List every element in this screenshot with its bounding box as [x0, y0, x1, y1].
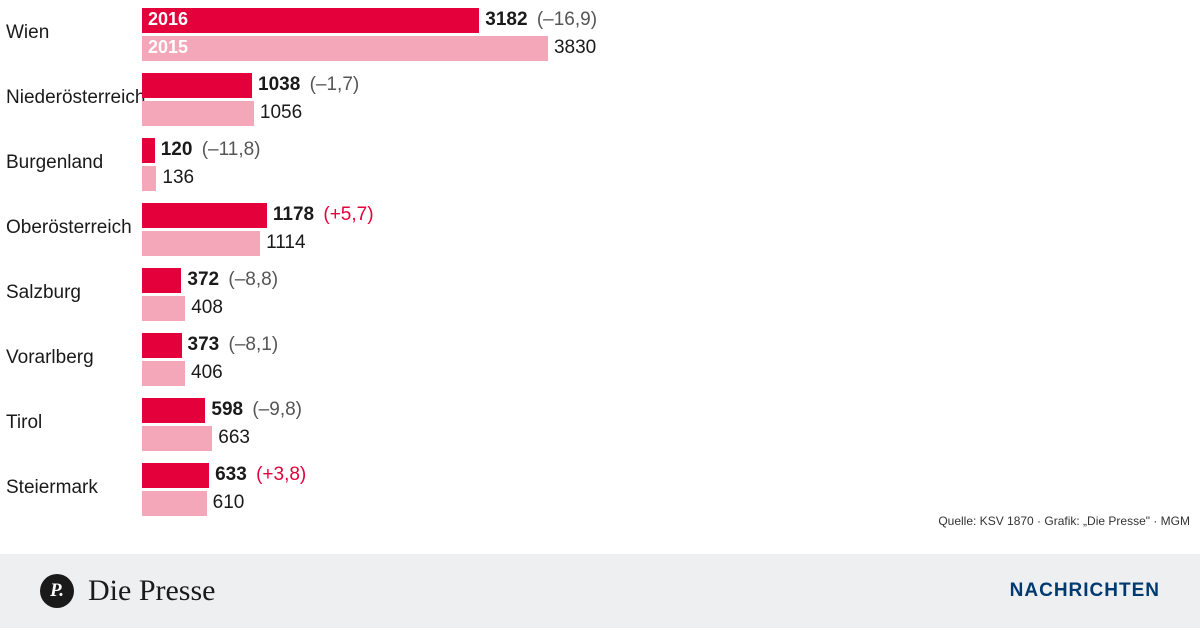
bar-value-2016: 633 (+3,8) [215, 464, 306, 486]
bar-fill-2015 [142, 166, 156, 191]
chart-row: Niederösterreich 1038 (–1,7) 1056 [0, 73, 1200, 130]
region-label: Vorarlberg [0, 347, 138, 369]
bar-fill-2015 [142, 361, 185, 386]
bar-fill-2016 [142, 463, 209, 488]
region-label: Niederösterreich [0, 87, 138, 109]
bar-fill-2016 [142, 138, 155, 163]
year-label-2016: 2016 [148, 9, 188, 30]
bar-fill-2015 [142, 101, 254, 126]
chart-row: Wien 2016 3182 (–16,9) 2015 3830 [0, 8, 1200, 65]
bar-fill-2016 [142, 398, 205, 423]
bar-value-2015: 136 [162, 167, 194, 189]
region-label: Burgenland [0, 152, 138, 174]
bar-fill-2016 [142, 73, 252, 98]
brand-name: Die Presse [88, 574, 215, 608]
bar-value-2016: 373 (–8,1) [188, 334, 279, 356]
bar-value-2015: 610 [213, 492, 245, 514]
footer-bar: P. Die Presse NACHRICHTEN [0, 554, 1200, 628]
bar-value-2015: 1114 [266, 232, 305, 254]
bar-fill-2016 [142, 8, 479, 33]
bar-fill-2015 [142, 491, 207, 516]
bar-value-2016: 598 (–9,8) [211, 399, 302, 421]
chart-row: Vorarlberg 373 (–8,1) 406 [0, 333, 1200, 390]
chart-row: Salzburg 372 (–8,8) 408 [0, 268, 1200, 325]
chart-row: Steiermark 633 (+3,8) 610 [0, 463, 1200, 520]
region-label: Tirol [0, 412, 138, 434]
bar-fill-2016 [142, 203, 267, 228]
bar-value-2016: 372 (–8,8) [187, 269, 278, 291]
bar-value-2015: 1056 [260, 102, 302, 124]
bar-fill-2016 [142, 268, 181, 293]
region-label: Salzburg [0, 282, 138, 304]
bar-value-2016: 3182 (–16,9) [485, 9, 597, 31]
nav-link-nachrichten[interactable]: NACHRICHTEN [1010, 580, 1160, 602]
bar-fill-2015 [142, 36, 548, 61]
bar-value-2015: 663 [218, 427, 250, 449]
chart-row: Tirol 598 (–9,8) 663 [0, 398, 1200, 455]
bar-fill-2015 [142, 231, 260, 256]
bar-value-2016: 1038 (–1,7) [258, 74, 359, 96]
bar-value-2016: 1178 (+5,7) [273, 204, 374, 226]
year-label-2015: 2015 [148, 37, 188, 58]
region-label: Steiermark [0, 477, 138, 499]
chart-row: Burgenland 120 (–11,8) 136 [0, 138, 1200, 195]
bar-fill-2015 [142, 296, 185, 321]
region-label: Wien [0, 22, 138, 44]
bar-chart: Wien 2016 3182 (–16,9) 2015 3830 Niederösterr… [0, 8, 1200, 528]
bar-fill-2015 [142, 426, 212, 451]
bar-value-2015: 406 [191, 362, 223, 384]
source-text: Quelle: KSV 1870 · Grafik: „Die Presse" … [938, 514, 1190, 528]
chart-row: Oberösterreich 1178 (+5,7) 1114 [0, 203, 1200, 260]
bar-value-2016: 120 (–11,8) [161, 139, 261, 161]
brand-logo-icon: P. [40, 574, 74, 608]
bar-value-2015: 3830 [554, 37, 596, 59]
brand: P. Die Presse [40, 574, 215, 608]
bar-fill-2016 [142, 333, 182, 358]
region-label: Oberösterreich [0, 217, 138, 239]
bar-value-2015: 408 [191, 297, 223, 319]
